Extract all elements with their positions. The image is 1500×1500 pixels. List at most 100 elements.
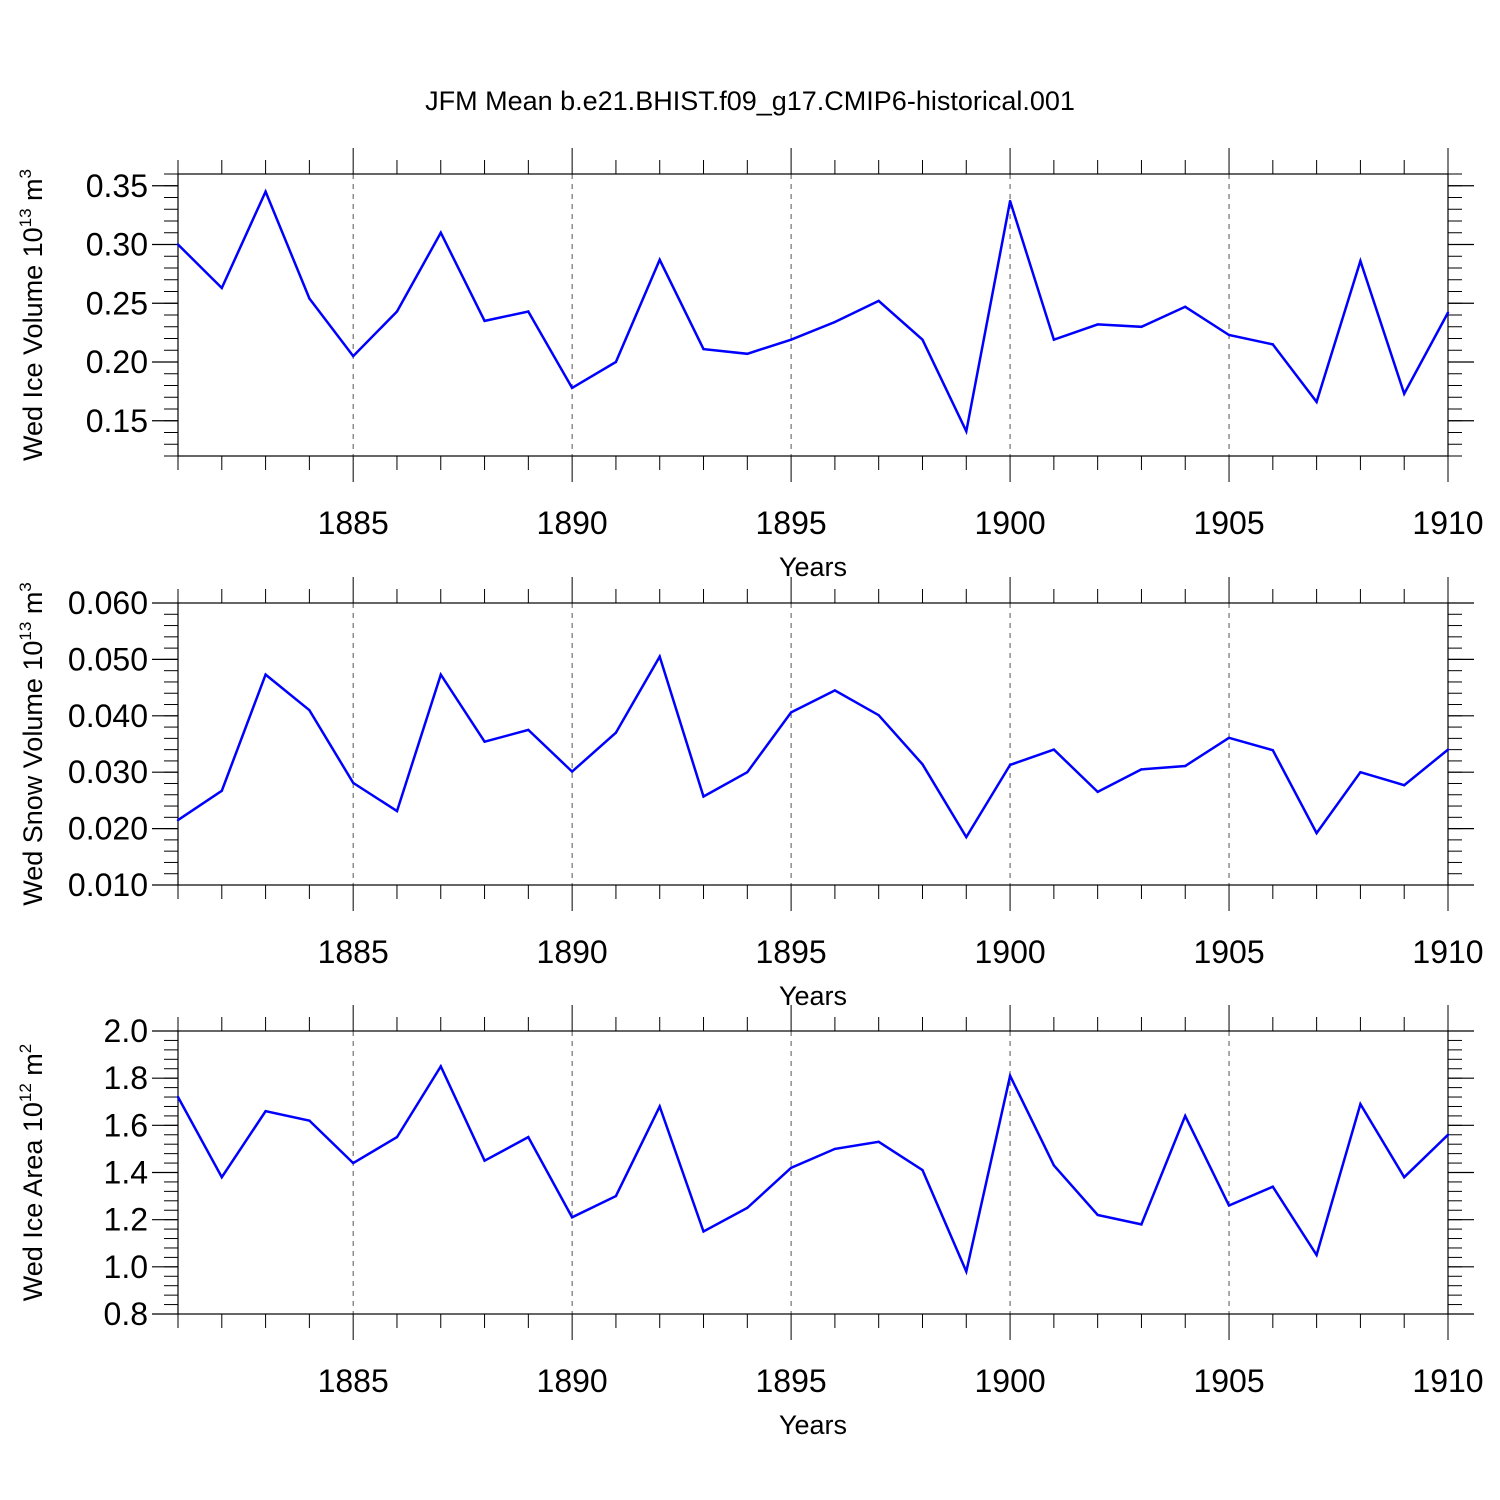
y-tick-label: 2.0 (104, 1013, 148, 1049)
data-point (264, 190, 267, 193)
data-point (439, 673, 442, 676)
y-axis-label-unit: m (18, 178, 48, 208)
data-point (351, 1161, 355, 1165)
data-point (351, 781, 355, 785)
data-point (527, 1135, 530, 1139)
x-tick-label: 1895 (756, 505, 827, 541)
plot-frame (177, 602, 1449, 886)
y-axis-label-prefix: Wed Snow Volume 10 (18, 641, 48, 906)
x-axis-label: Years (779, 552, 847, 582)
data-point (570, 386, 574, 390)
y-tick-label: 0.30 (86, 227, 148, 263)
data-point (658, 1105, 661, 1108)
data-point (1096, 323, 1099, 326)
data-point (439, 231, 442, 234)
data-point (702, 1230, 705, 1233)
data-point (1184, 1114, 1187, 1118)
data-point (176, 243, 180, 246)
x-tick-label: 1905 (1193, 934, 1264, 970)
data-point (570, 1216, 574, 1219)
data-point (1446, 748, 1450, 751)
series-line (177, 653, 1449, 840)
y-tick-label: 0.20 (86, 344, 148, 380)
data-point (614, 731, 618, 734)
data-point (658, 258, 661, 261)
data-point (1052, 748, 1056, 751)
data-point (1140, 1223, 1143, 1226)
data-point (1359, 1102, 1362, 1106)
data-point (264, 1109, 267, 1113)
y-axis-label: Wed Ice Area 1012 m2 (16, 1044, 48, 1302)
data-point (1227, 333, 1231, 337)
plot-frame (177, 173, 1449, 457)
data-point (483, 1159, 486, 1162)
y-tick-label: 0.060 (68, 585, 148, 621)
x-tick-label: 1900 (974, 505, 1045, 541)
y-tick-label: 1.6 (104, 1107, 148, 1143)
data-point (921, 338, 924, 341)
y-tick-label: 1.2 (104, 1202, 148, 1238)
y-axis-label-exp: 13 (16, 622, 35, 641)
x-tick-label: 1910 (1412, 934, 1483, 970)
data-point (789, 1166, 793, 1169)
y-axis-label: Wed Snow Volume 1013 m3 (16, 582, 48, 906)
data-point (1403, 783, 1406, 787)
y-axis-label-exp: 12 (16, 1083, 35, 1102)
data-point (1184, 305, 1187, 308)
data-point (1008, 199, 1012, 203)
x-tick-label: 1900 (974, 934, 1045, 970)
data-point (308, 297, 311, 300)
y-tick-label: 1.8 (104, 1060, 148, 1096)
x-axis-label: Years (779, 981, 847, 1011)
data-point (833, 689, 837, 692)
y-tick-label: 0.8 (104, 1296, 148, 1332)
data-point (176, 1095, 180, 1099)
data-point (921, 1168, 924, 1172)
data-point (1096, 790, 1099, 794)
data-point (483, 740, 486, 743)
series-line (176, 1063, 1449, 1276)
y-tick-label: 0.25 (86, 285, 148, 321)
panel-ice-area: 0.8 1.0 1.2 1.4 1.6 1.8 2.0 1885 1890 1895 1900 190… (16, 1005, 1484, 1440)
data-point (1359, 771, 1362, 774)
y-axis-label-unit-exp: 3 (16, 582, 35, 591)
y-tick-label: 1.0 (104, 1249, 148, 1285)
y-tick-label: 0.040 (68, 698, 148, 734)
data-point (1096, 1213, 1099, 1217)
x-tick-label: 1895 (756, 934, 827, 970)
data-point (1446, 311, 1450, 314)
data-point (1271, 343, 1275, 346)
series-line (177, 188, 1450, 436)
y-axis-label-prefix: Wed Ice Volume 10 (18, 227, 48, 461)
x-tick-label: 1910 (1412, 1363, 1483, 1399)
data-point (1227, 736, 1231, 739)
y-axis-label-unit-exp: 3 (16, 169, 35, 178)
data-point (264, 673, 267, 676)
data-point (1008, 1074, 1012, 1078)
data-point (308, 708, 311, 712)
y-axis-label: Wed Ice Volume 1013 m3 (16, 169, 48, 461)
plot-frame (177, 1030, 1449, 1315)
data-point (746, 771, 749, 774)
y-tick-label: 0.35 (86, 168, 148, 204)
data-point (1271, 749, 1275, 752)
data-point (702, 347, 705, 351)
y-tick-label: 0.050 (68, 641, 148, 677)
data-point (395, 1135, 399, 1139)
data-point (1052, 338, 1056, 341)
data-point (527, 728, 530, 732)
y-axis-label-unit: m (18, 1053, 48, 1083)
data-point (395, 310, 399, 313)
data-point (614, 360, 618, 364)
data-point (1315, 400, 1318, 404)
y-axis-label-unit: m (18, 592, 48, 622)
data-point (1140, 325, 1143, 328)
data-point (833, 1147, 837, 1151)
x-tick-label: 1900 (974, 1363, 1045, 1399)
data-point (395, 809, 399, 813)
x-tick-label: 1885 (318, 1363, 389, 1399)
y-tick-label: 0.15 (86, 403, 148, 439)
data-point (1052, 1164, 1056, 1167)
data-point (965, 1270, 968, 1273)
data-point (746, 352, 749, 355)
